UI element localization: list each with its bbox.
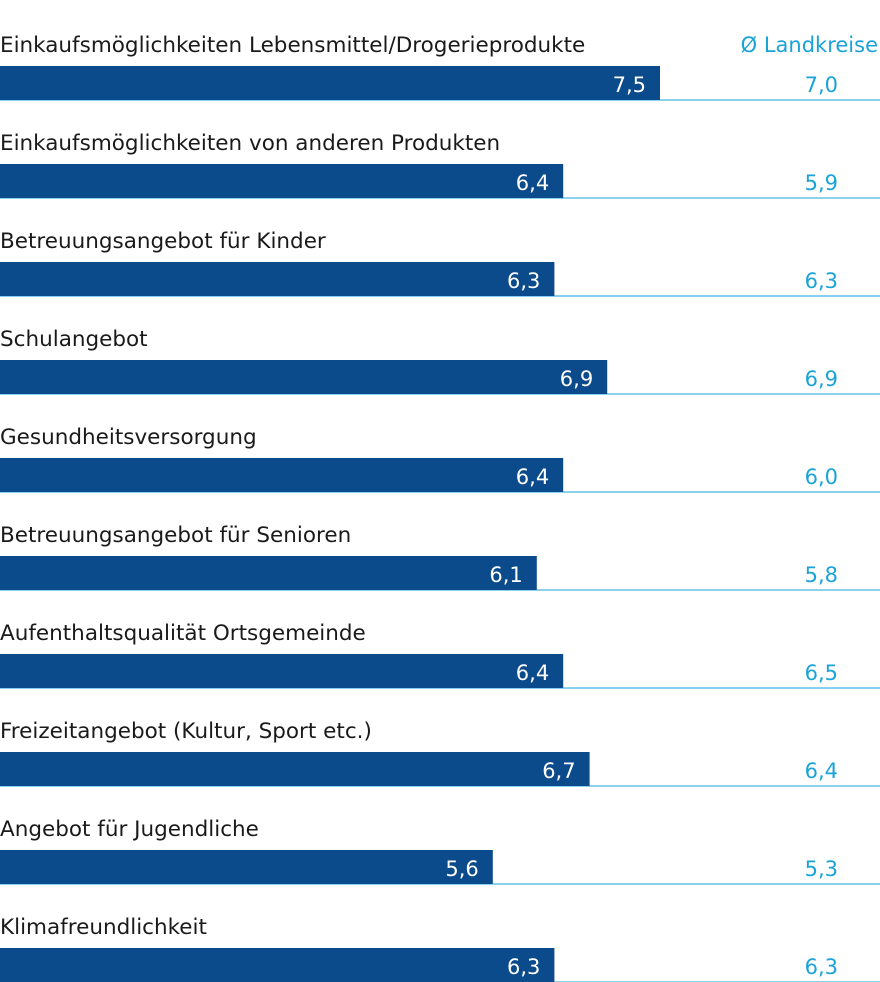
category-label: Betreuungsangebot für Senioren	[0, 523, 351, 548]
bar	[0, 360, 608, 394]
category-label: Schulangebot	[0, 327, 148, 352]
bar	[0, 66, 660, 100]
bar-rows: Einkaufsmöglichkeiten Lebensmittel/Droge…	[0, 33, 880, 982]
category-label: Angebot für Jugendliche	[0, 817, 259, 842]
bar-value-label: 6,4	[516, 465, 549, 489]
comparison-value-label: 5,8	[805, 563, 838, 587]
comparison-value-label: 6,9	[805, 367, 838, 391]
bar-value-label: 6,4	[516, 661, 549, 685]
category-label: Freizeitangebot (Kultur, Sport etc.)	[0, 719, 372, 744]
bar-value-label: 6,1	[489, 563, 522, 587]
category-label: Gesundheitsversorgung	[0, 425, 257, 450]
comparison-value-label: 5,9	[805, 171, 838, 195]
bar-value-label: 7,5	[613, 73, 646, 97]
bar	[0, 164, 564, 198]
category-label: Einkaufsmöglichkeiten Lebensmittel/Droge…	[0, 33, 585, 58]
comparison-value-label: 6,0	[805, 465, 838, 489]
bar	[0, 262, 555, 296]
bar	[0, 458, 564, 492]
category-label: Aufenthaltsqualität Ortsgemeinde	[0, 621, 366, 646]
bar	[0, 654, 564, 688]
bar-value-label: 6,9	[560, 367, 593, 391]
category-label: Einkaufsmöglichkeiten von anderen Produk…	[0, 131, 500, 156]
bar-value-label: 6,4	[516, 171, 549, 195]
bar	[0, 556, 537, 590]
comparison-value-label: 6,3	[805, 269, 838, 293]
bar-value-label: 5,6	[445, 857, 478, 881]
bar	[0, 948, 555, 982]
category-label: Klimafreundlichkeit	[0, 915, 207, 940]
comparison-value-label: 6,4	[805, 759, 838, 783]
legend-label: Ø Landkreise	[741, 33, 878, 57]
bar-value-label: 6,3	[507, 955, 540, 979]
comparison-value-label: 5,3	[805, 857, 838, 881]
bar-value-label: 6,7	[542, 759, 575, 783]
comparison-value-label: 6,3	[805, 955, 838, 979]
comparison-value-label: 6,5	[805, 661, 838, 685]
bar-value-label: 6,3	[507, 269, 540, 293]
bar	[0, 850, 493, 884]
bar	[0, 752, 590, 786]
comparison-value-label: 7,0	[805, 73, 838, 97]
category-label: Betreuungsangebot für Kinder	[0, 229, 326, 254]
